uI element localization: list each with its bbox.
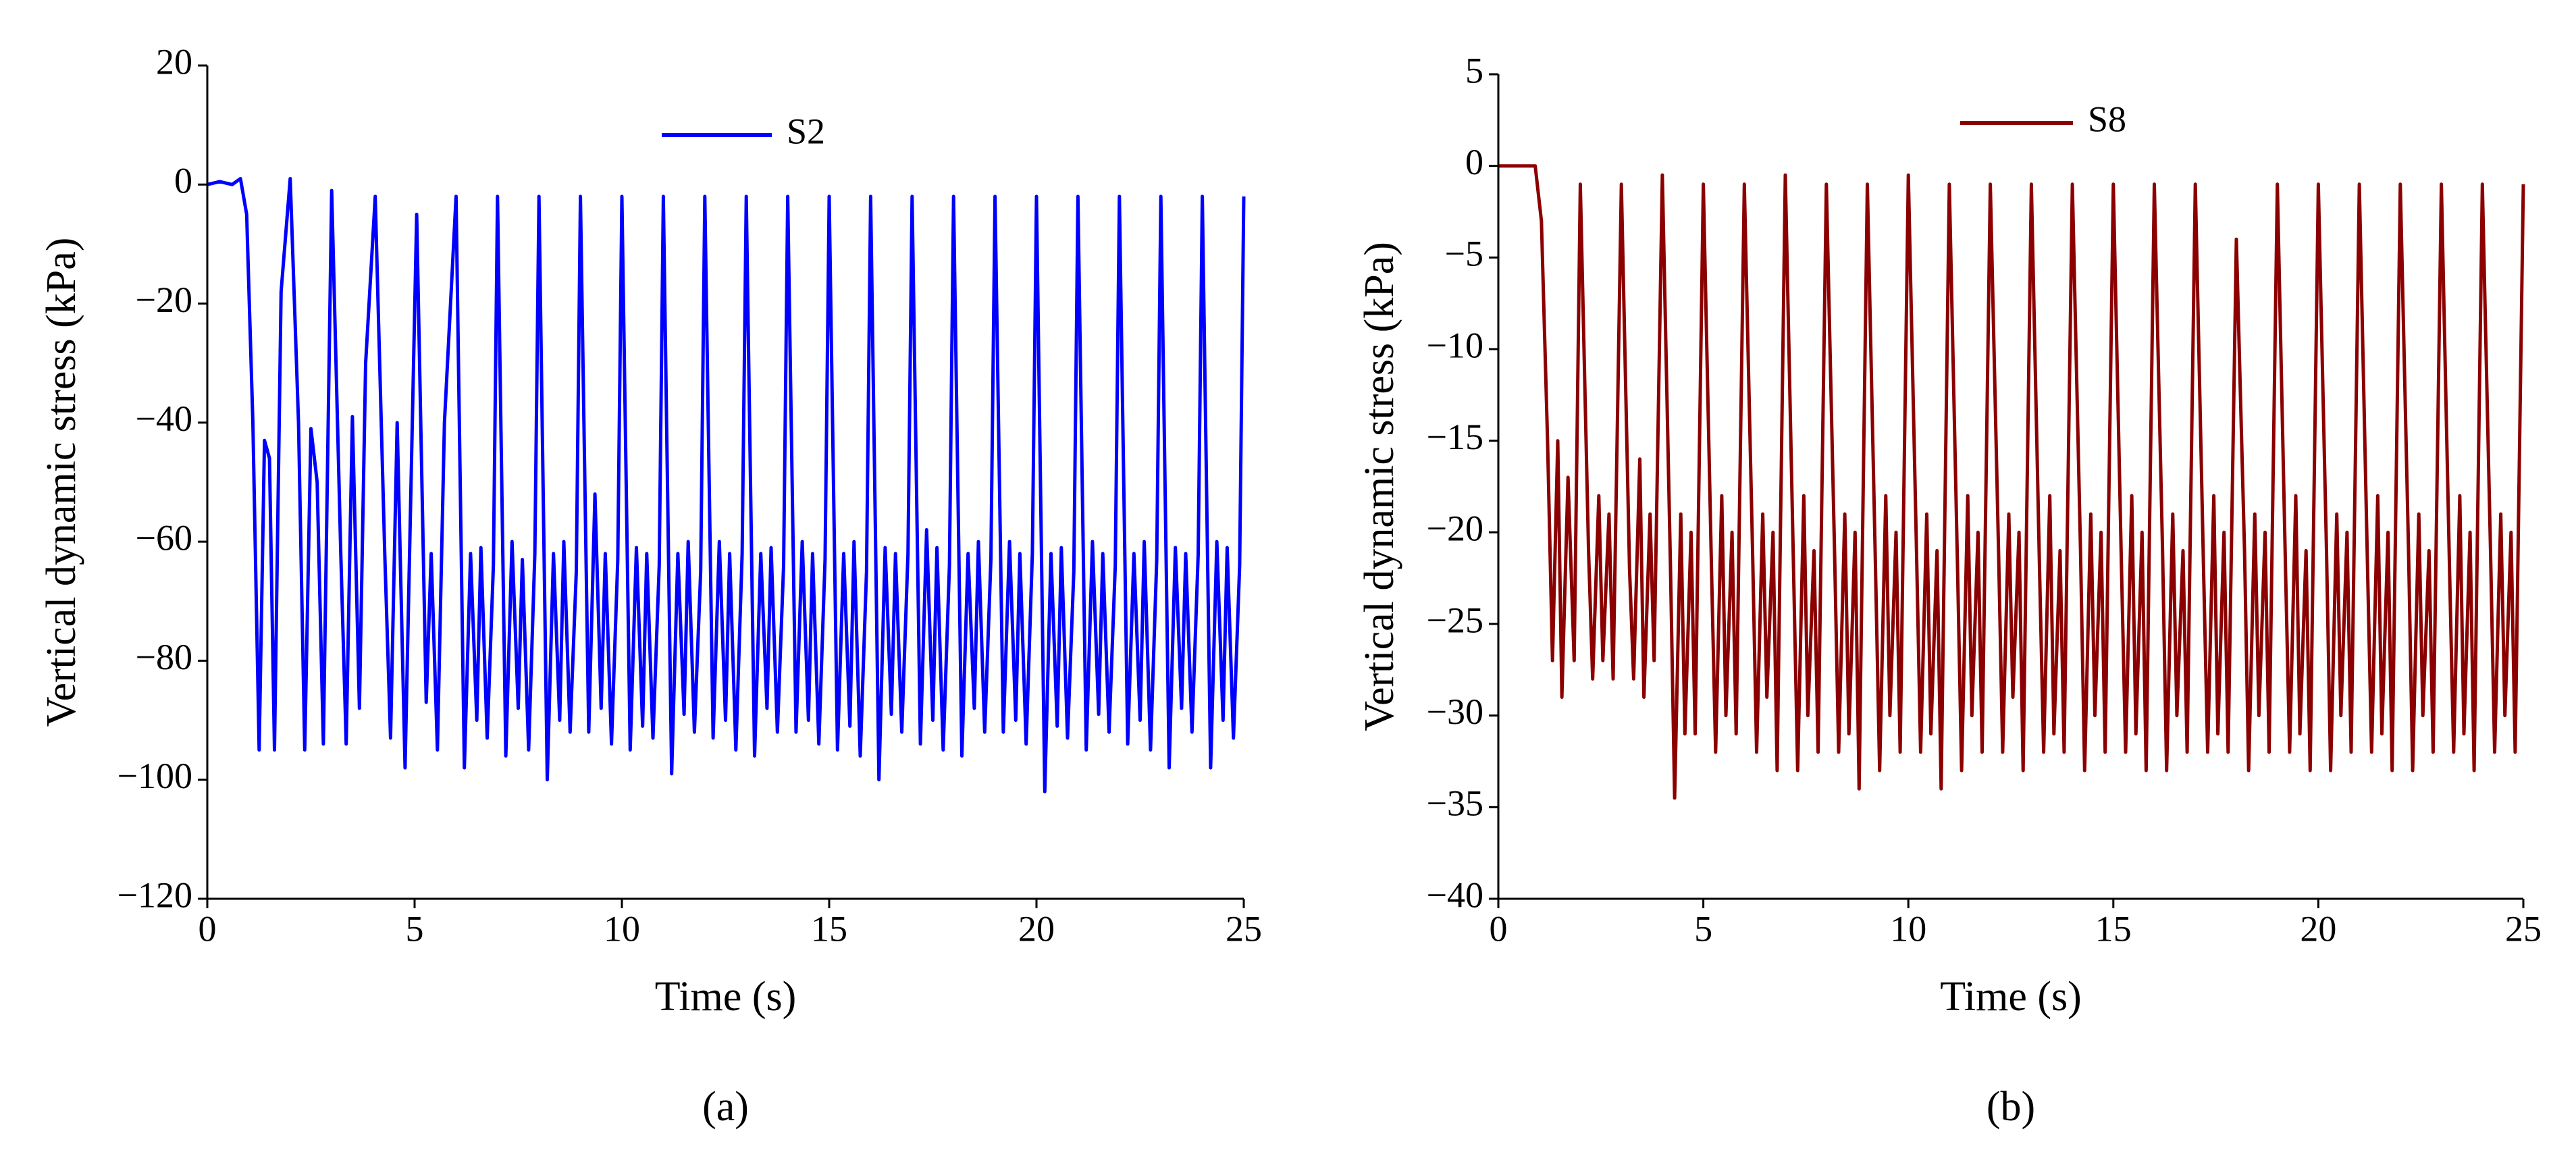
y-tick-label: −20 (1427, 508, 1483, 549)
y-tick-label: −40 (1427, 874, 1483, 915)
x-tick-label: 10 (1890, 908, 1926, 949)
x-tick-label: 20 (1018, 908, 1055, 949)
y-tick-label: −20 (136, 280, 192, 320)
y-tick-label: −10 (1427, 325, 1483, 365)
y-tick-label: 0 (174, 161, 192, 201)
x-tick-label: 25 (2505, 908, 2542, 949)
x-tick-label: 10 (604, 908, 640, 949)
y-tick-label: −100 (117, 756, 192, 796)
x-tick-label: 15 (2095, 908, 2132, 949)
x-tick-label: 25 (1226, 908, 1262, 949)
x-tick-label: 5 (1694, 908, 1712, 949)
x-tick-label: 20 (2300, 908, 2336, 949)
y-tick-label: 5 (1465, 50, 1483, 90)
y-tick-label: −15 (1427, 417, 1483, 457)
x-axis-label: Time (s) (1940, 974, 2082, 1020)
y-tick-label: −120 (117, 874, 192, 915)
y-axis-label: Vertical dynamic stress (kPa) (1357, 242, 1402, 731)
x-tick-label: 0 (1490, 908, 1508, 949)
y-tick-label: −30 (1427, 691, 1483, 732)
y-axis-label: Vertical dynamic stress (kPa) (38, 238, 84, 727)
y-tick-label: −40 (136, 398, 192, 439)
x-axis-label: Time (s) (655, 974, 797, 1020)
caption: (a) (702, 1084, 749, 1130)
y-tick-label: −80 (136, 637, 192, 677)
x-tick-label: 0 (199, 908, 217, 949)
legend-label: S2 (787, 111, 825, 151)
x-tick-label: 5 (406, 908, 424, 949)
legend-label: S8 (2088, 99, 2126, 139)
y-tick-label: −60 (136, 518, 192, 558)
y-tick-label: −35 (1427, 783, 1483, 824)
x-tick-label: 15 (811, 908, 847, 949)
y-tick-label: 20 (156, 41, 192, 82)
data-line (207, 177, 1246, 793)
y-tick-label: 0 (1465, 142, 1483, 182)
y-tick-label: −5 (1445, 234, 1483, 274)
y-tick-label: −25 (1427, 600, 1483, 640)
caption: (b) (1987, 1084, 2035, 1130)
data-line (1498, 164, 2525, 800)
